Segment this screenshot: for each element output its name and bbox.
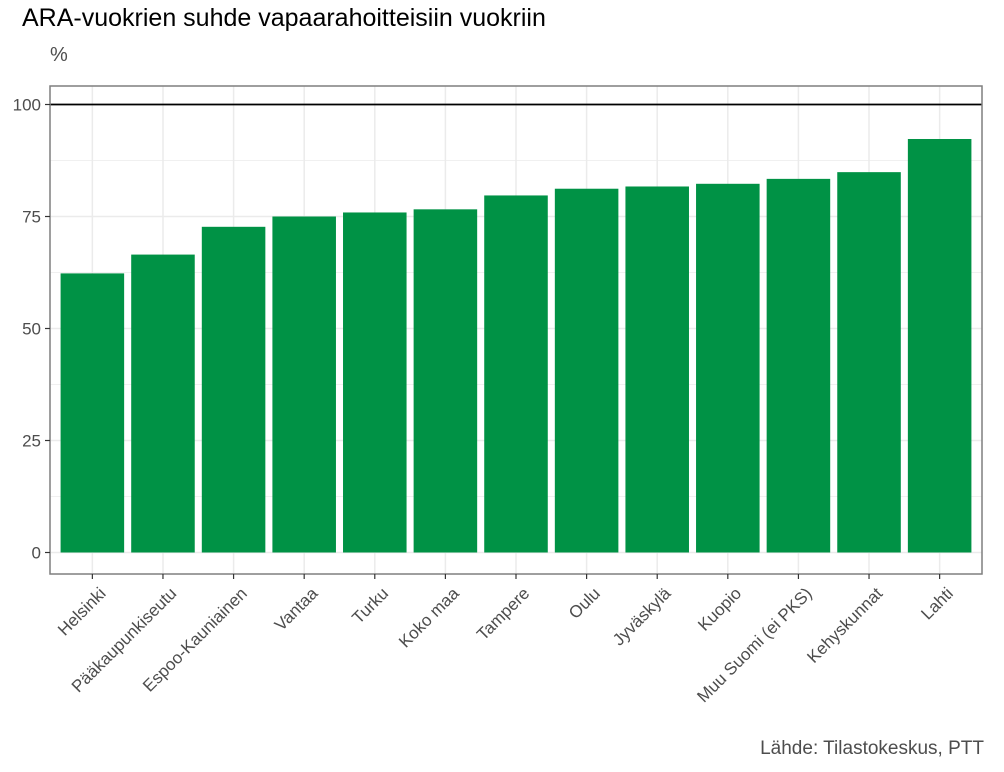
bar bbox=[554, 188, 619, 553]
x-tick-label: Muu Suomi (ei PKS) bbox=[693, 584, 815, 706]
y-tick-label: 100 bbox=[13, 96, 41, 115]
x-tick-label: Lahti bbox=[917, 584, 957, 624]
bar bbox=[837, 172, 901, 553]
chart-subtitle: % bbox=[50, 44, 68, 66]
bar bbox=[343, 212, 407, 553]
bar bbox=[131, 254, 195, 553]
y-tick-label: 25 bbox=[22, 432, 41, 451]
x-tick-label: Turku bbox=[348, 584, 392, 628]
bar-layer bbox=[60, 138, 972, 553]
x-tick-label: Tampere bbox=[473, 584, 533, 644]
x-tick-label: Jyväskylä bbox=[609, 583, 675, 649]
y-tick-label: 75 bbox=[22, 208, 41, 227]
bar bbox=[907, 138, 972, 553]
x-tick-label: Kuopio bbox=[694, 584, 745, 635]
bar bbox=[60, 273, 125, 553]
y-tick-label: 50 bbox=[22, 320, 41, 339]
bar bbox=[272, 216, 336, 553]
x-tick-label: Koko maa bbox=[395, 583, 463, 651]
bar bbox=[413, 209, 478, 553]
bar bbox=[201, 226, 266, 553]
bar bbox=[696, 183, 760, 553]
source-caption: Lähde: Tilastokeskus, PTT bbox=[760, 738, 984, 759]
x-tick-label: Helsinki bbox=[54, 584, 110, 640]
chart-title: ARA-vuokrien suhde vapaarahoitteisiin vu… bbox=[22, 4, 546, 32]
x-tick-label: Oulu bbox=[565, 584, 604, 623]
bar bbox=[484, 195, 548, 553]
bar bbox=[625, 186, 689, 553]
y-tick-label: 0 bbox=[32, 544, 41, 563]
bar bbox=[766, 178, 831, 553]
x-tick-label: Kehyskunnat bbox=[803, 584, 886, 667]
x-tick-label: Vantaa bbox=[271, 583, 322, 634]
